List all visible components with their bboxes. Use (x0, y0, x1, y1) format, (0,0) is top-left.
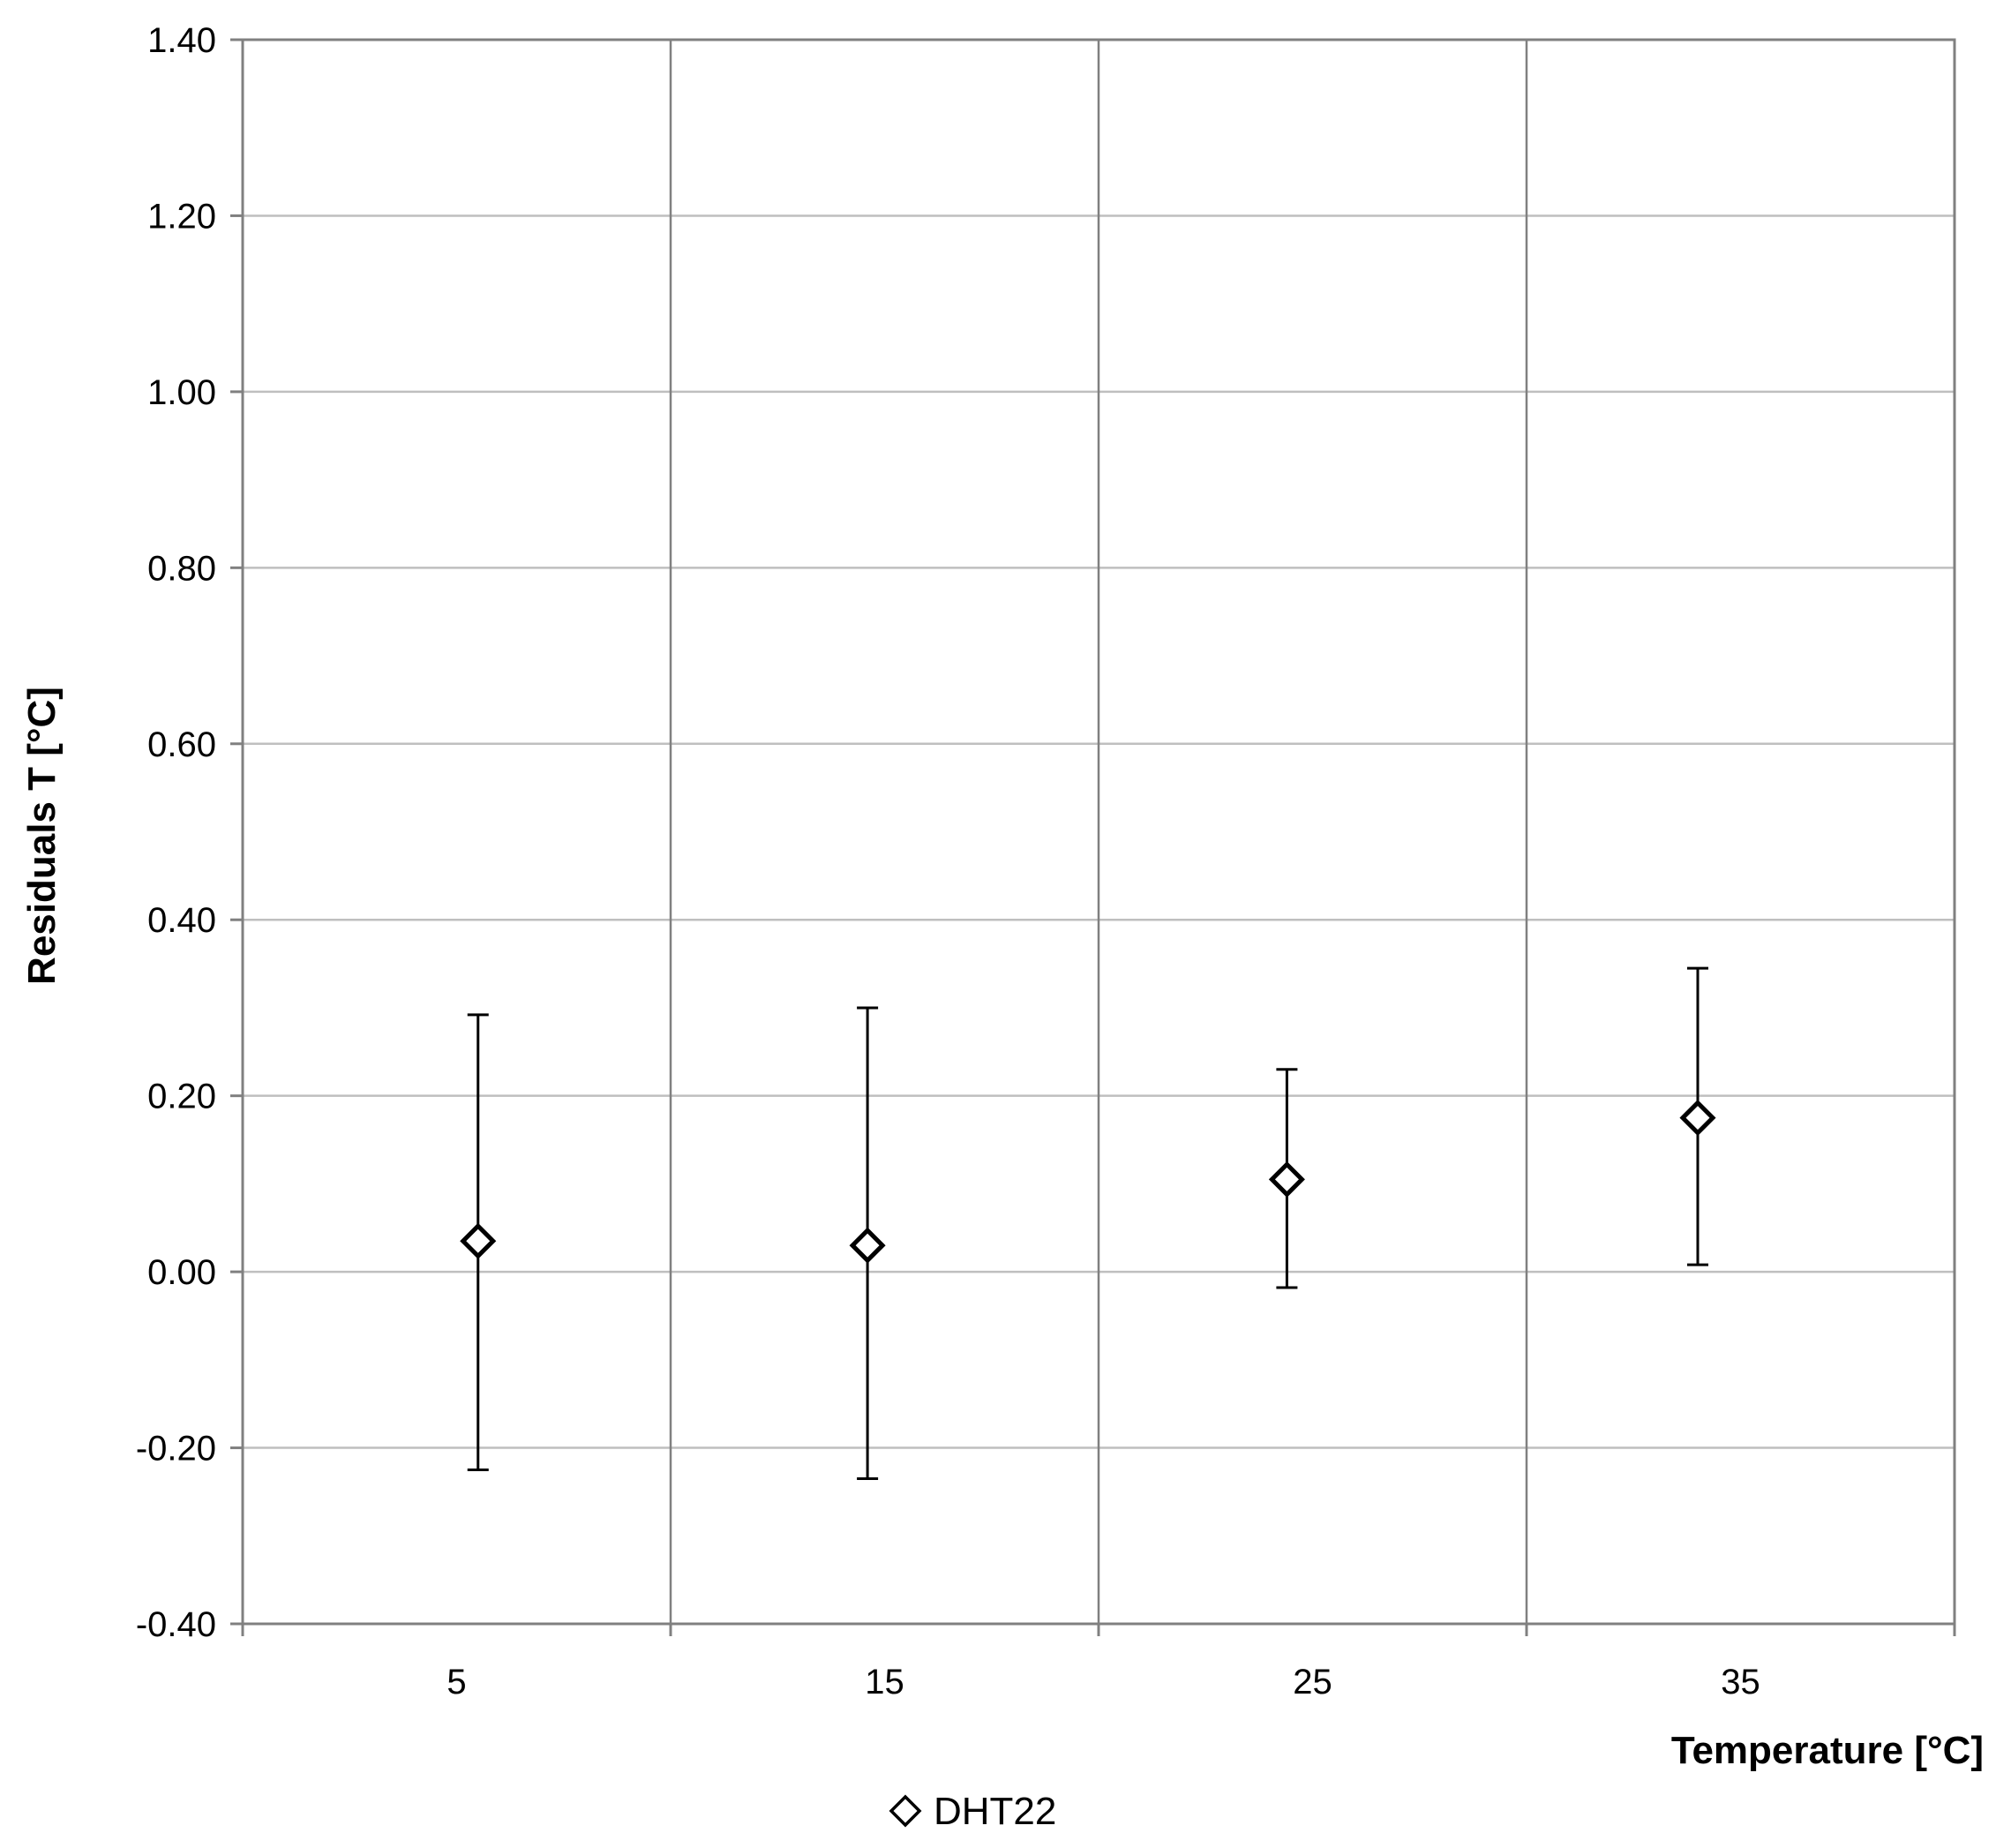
legend-diamond-marker-icon (889, 1794, 922, 1828)
data-point-group (460, 1013, 497, 1471)
x-tick-label: 25 (1293, 1663, 1332, 1702)
grid-lines (230, 38, 1956, 1636)
x-axis-title: Temperature [°C] (1671, 1729, 1984, 1772)
y-tick-label: 0.00 (147, 1253, 216, 1292)
legend: DHT22 (889, 1790, 1056, 1833)
y-axis-tick-labels: 1.40 1.20 1.00 0.80 0.60 0.40 0.20 0.00 -0.20 -0.… (136, 21, 216, 1644)
x-tick-label: 15 (865, 1663, 904, 1702)
y-tick-label: 0.60 (147, 725, 216, 764)
data-point-marker (849, 1227, 886, 1264)
legend-label: DHT22 (934, 1790, 1056, 1833)
y-tick-label: -0.40 (136, 1605, 216, 1644)
y-tick-label: 0.80 (147, 549, 216, 588)
x-tick-label: 5 (446, 1663, 466, 1702)
y-tick-label: -0.20 (136, 1430, 216, 1469)
y-tick-label: 1.00 (147, 373, 216, 412)
data-point-group (1268, 1068, 1305, 1289)
data-point-marker (1679, 1100, 1716, 1137)
y-axis-title: Residuals T [°C] (20, 687, 64, 985)
x-tick-label: 35 (1721, 1663, 1760, 1702)
y-tick-label: 0.40 (147, 901, 216, 940)
data-point-group (849, 1006, 886, 1480)
y-tick-label: 1.20 (147, 197, 216, 236)
y-tick-label: 0.20 (147, 1078, 216, 1116)
x-axis-tick-labels: 5 15 25 35 (446, 1663, 1760, 1702)
data-point-marker (460, 1222, 497, 1259)
data-point-group (1679, 966, 1716, 1266)
y-tick-label: 1.40 (147, 21, 216, 60)
data-points (460, 966, 1716, 1480)
data-point-marker (1268, 1161, 1305, 1198)
plot-area-frame (241, 38, 1956, 1626)
